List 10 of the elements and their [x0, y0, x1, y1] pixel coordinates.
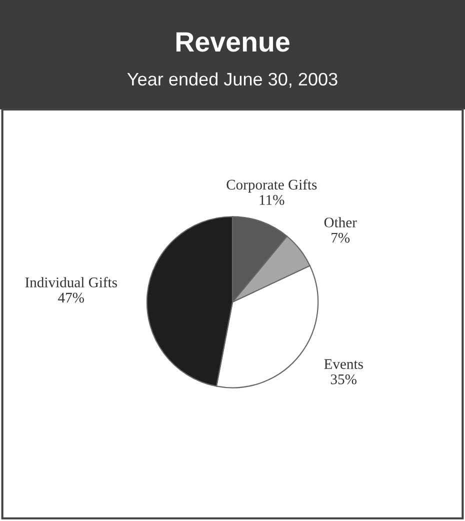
slice-label: Events	[324, 359, 363, 369]
data-label: 47%	[58, 292, 84, 303]
data-label: 7%	[332, 232, 350, 243]
chart-subtitle: Year ended June 30, 2003	[127, 72, 338, 88]
data-label: 11%	[260, 195, 284, 205]
slice-label: Corporate Gifts	[226, 179, 317, 193]
slice-label: Individual Gifts	[25, 276, 117, 288]
slice-label: Other	[324, 217, 357, 228]
data-label: 35%	[330, 374, 356, 384]
chart-title: Revenue	[176, 32, 290, 52]
